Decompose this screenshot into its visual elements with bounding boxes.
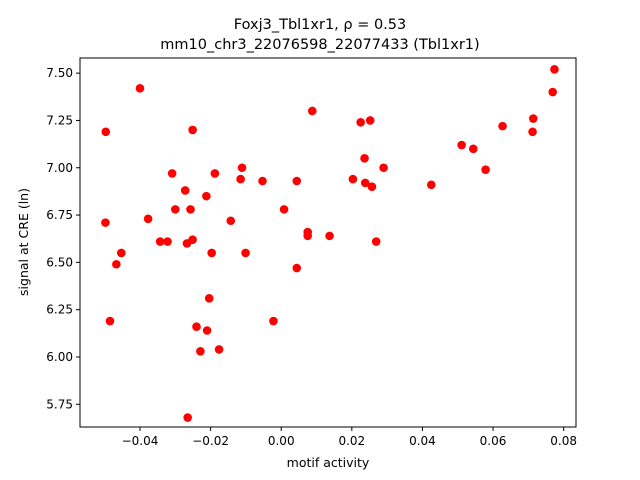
data-point-32 (292, 176, 302, 186)
data-point-38 (356, 118, 365, 127)
data-point-21 (207, 248, 216, 258)
data-point-52 (528, 114, 538, 123)
y-axis-label: signal at CRE (ln) (16, 188, 31, 296)
data-point-22 (210, 169, 220, 178)
data-point-2 (105, 316, 115, 326)
data-point-28 (258, 176, 267, 186)
y-tick-label-7: 7.50 (46, 66, 73, 80)
data-point-17 (196, 347, 205, 356)
data-point-4 (117, 248, 126, 258)
x-tick-label-2: 0.00 (268, 434, 295, 448)
data-point-6 (143, 214, 153, 224)
y-tick-label-3: 6.50 (46, 255, 73, 269)
data-point-34 (303, 231, 313, 241)
data-point-45 (426, 180, 436, 190)
data-point-29 (269, 316, 278, 326)
data-point-31 (292, 263, 302, 273)
data-point-26 (237, 163, 247, 173)
data-point-3 (112, 259, 121, 269)
data-point-51 (528, 127, 537, 137)
chart-title-line2: mm10_chr3_22076598_22077433 (Tbl1xr1) (160, 37, 479, 53)
chart-title-line1: Foxj3_Tbl1xr1, ρ = 0.53 (234, 17, 407, 33)
data-point-18 (202, 191, 211, 201)
data-point-30 (279, 205, 289, 214)
data-point-8 (163, 237, 172, 246)
data-point-5 (135, 83, 145, 93)
y-tick-label-0: 5.75 (46, 397, 73, 411)
data-point-20 (204, 294, 214, 303)
x-tick-label-0: −0.04 (122, 434, 159, 448)
data-point-15 (188, 235, 197, 244)
data-point-1 (101, 218, 110, 227)
data-point-50 (183, 413, 192, 422)
data-point-13 (186, 205, 195, 214)
x-tick-label-4: 0.04 (409, 434, 436, 448)
data-point-7 (155, 237, 165, 246)
data-point-24 (226, 216, 236, 226)
data-point-35 (307, 106, 317, 116)
data-point-36 (325, 231, 334, 241)
x-tick-label-5: 0.06 (480, 434, 507, 448)
x-tick-label-6: 0.08 (550, 434, 577, 448)
x-axis-label: motif activity (287, 455, 370, 470)
y-tick-label-5: 7.00 (46, 161, 73, 175)
x-tick-label-1: −0.02 (192, 434, 229, 448)
y-tick-label-6: 7.25 (46, 113, 73, 127)
data-point-39 (360, 153, 369, 163)
data-point-47 (468, 144, 478, 154)
data-point-27 (241, 248, 250, 258)
plot-frame (79, 57, 577, 428)
data-point-9 (167, 169, 177, 178)
data-point-11 (180, 186, 190, 195)
data-point-48 (481, 165, 490, 174)
data-point-23 (214, 345, 224, 354)
data-point-46 (457, 140, 466, 150)
y-tick-label-2: 6.25 (46, 303, 73, 317)
data-point-19 (202, 326, 212, 335)
data-point-14 (188, 125, 197, 135)
data-point-44 (379, 163, 388, 173)
data-point-54 (550, 65, 559, 74)
x-axis-ticks: −0.04 −0.02 0.00 0.02 0.04 0.06 0.08 (122, 427, 577, 448)
data-point-0 (101, 127, 111, 137)
data-point-37 (348, 174, 358, 184)
data-point-40 (360, 178, 370, 188)
x-tick-label-3: 0.02 (338, 434, 365, 448)
y-axis-ticks: 5.75 6.00 6.25 6.50 6.75 7.00 7.25 7.50 (46, 66, 80, 411)
data-point-10 (171, 205, 180, 214)
data-point-49 (498, 121, 507, 131)
data-points (101, 65, 559, 422)
data-point-41 (365, 116, 375, 125)
data-point-16 (192, 322, 201, 332)
data-point-25 (236, 174, 245, 184)
data-point-43 (371, 237, 381, 246)
y-tick-label-4: 6.75 (46, 208, 73, 222)
data-point-42 (367, 182, 377, 191)
y-tick-label-1: 6.00 (46, 350, 73, 364)
data-point-53 (548, 87, 557, 97)
